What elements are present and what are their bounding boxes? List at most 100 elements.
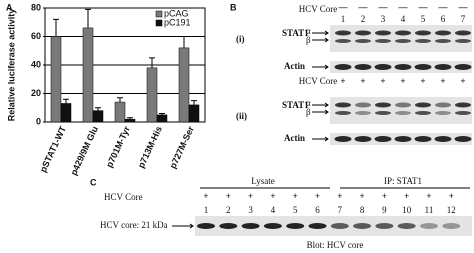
y-tick-label: 20	[31, 88, 41, 98]
bar	[114, 101, 126, 123]
band	[414, 64, 432, 70]
lane-number: 8	[360, 205, 365, 215]
error-bar	[149, 57, 155, 68]
x-tick-label: p429/9M Glu	[68, 125, 99, 177]
part-label: (ii)	[236, 111, 247, 121]
error-bar	[117, 97, 123, 103]
y-tick-label: 60	[31, 31, 41, 41]
band	[420, 223, 438, 229]
bar	[156, 114, 168, 123]
band	[435, 111, 451, 115]
panel-label: C	[90, 177, 97, 187]
band	[455, 102, 471, 108]
band	[353, 223, 372, 229]
lane-sign: +	[203, 191, 208, 201]
band	[197, 223, 215, 229]
band	[414, 136, 432, 142]
band	[355, 102, 371, 108]
lane-sign: +	[226, 191, 231, 201]
band	[286, 223, 305, 229]
band	[334, 136, 352, 142]
band	[395, 111, 411, 115]
blot	[330, 97, 472, 124]
legend-swatch	[155, 19, 163, 27]
lane-sign: +	[449, 191, 454, 201]
bar	[50, 36, 62, 123]
lane-sign: +	[400, 76, 405, 86]
actin-label: Actin	[284, 133, 305, 143]
band	[374, 136, 392, 142]
band	[395, 30, 411, 36]
lane-sign: +	[360, 76, 365, 86]
panel-label: A	[6, 2, 13, 12]
band	[241, 223, 260, 229]
band	[442, 223, 461, 229]
lane-sign: —	[378, 2, 389, 12]
error-bar	[85, 8, 91, 28]
band	[375, 111, 391, 115]
lane-number: 5	[293, 205, 298, 215]
lane-number: 12	[447, 205, 456, 215]
band	[355, 30, 371, 36]
alpha-label: α	[306, 26, 311, 36]
band	[330, 223, 349, 229]
lane-sign: +	[293, 191, 298, 201]
lane-number: 5	[421, 14, 426, 24]
lane-sign: —	[358, 2, 369, 12]
arrow	[312, 102, 329, 108]
lane-sign: +	[340, 76, 345, 86]
x-tick-label: p727M-Ser	[168, 124, 197, 170]
lane-number: 10	[402, 205, 412, 215]
band	[395, 102, 411, 108]
lane-sign: +	[315, 191, 320, 201]
band	[455, 30, 471, 36]
band	[397, 223, 416, 229]
bar	[188, 104, 200, 123]
lane-number: 11	[425, 205, 434, 215]
part-label: (i)	[236, 34, 245, 44]
lane-sign: +	[420, 76, 425, 86]
group-label: IP: STAT1	[384, 176, 422, 186]
band	[335, 39, 351, 43]
lane-number: 1	[204, 205, 209, 215]
bar	[146, 67, 158, 123]
band	[455, 111, 471, 115]
band	[415, 102, 431, 108]
band	[454, 136, 472, 142]
bar	[92, 110, 104, 123]
lane-sign: +	[404, 191, 409, 201]
band	[395, 39, 411, 43]
error-bar	[127, 117, 133, 120]
band	[435, 39, 451, 43]
legend-label: pCAG	[164, 8, 189, 18]
band	[434, 64, 452, 70]
band	[374, 64, 392, 70]
lane-number: 7	[338, 205, 343, 215]
error-bar	[53, 18, 59, 37]
band	[394, 136, 412, 142]
lane-sign: —	[398, 2, 409, 12]
lane-sign: +	[248, 191, 253, 201]
arrow	[312, 64, 329, 70]
band	[375, 102, 391, 108]
stat1-label: STAT1	[282, 100, 309, 110]
bar	[178, 47, 190, 123]
lane-sign: +	[337, 191, 342, 201]
lane-number: 2	[361, 14, 366, 24]
band	[354, 64, 372, 70]
blot-label: Blot: HCV core	[307, 240, 364, 250]
band	[415, 111, 431, 115]
band	[375, 39, 391, 43]
band	[335, 102, 351, 108]
lane-sign: —	[338, 2, 349, 12]
error-bar	[159, 112, 165, 115]
lane-sign: —	[438, 2, 449, 12]
lane-sign: —	[418, 2, 429, 12]
lane-sign: +	[426, 191, 431, 201]
arrow	[312, 37, 329, 43]
lane-number: 4	[271, 205, 276, 215]
band	[394, 64, 412, 70]
error-bar	[181, 36, 187, 48]
band	[335, 30, 351, 36]
